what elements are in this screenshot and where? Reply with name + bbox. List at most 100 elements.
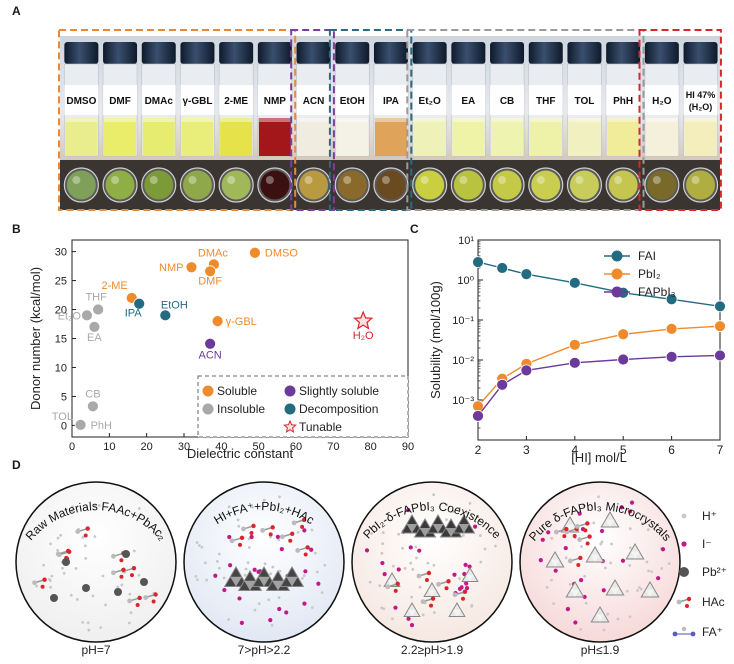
iodide-dot [463,562,468,567]
y-axis-title: Donor number (kcal/mol) [28,267,43,410]
dish-highlight [652,176,661,184]
data-point-label: NMP [159,262,183,274]
vial-liquid [297,118,330,156]
vial-liquid [452,118,485,156]
atom-o [135,602,140,607]
series-point [714,300,726,313]
proton-dot [583,574,587,578]
x-tick-label: 2 [475,443,482,457]
atom-o [461,596,466,601]
proton-dot [323,563,327,567]
iodide-dot [565,607,570,612]
x-tick-label: 30 [178,441,190,453]
vial-liquid [104,118,137,156]
proton-dot [310,528,314,532]
iodide-dot [467,564,472,569]
proton-dot [48,579,52,583]
liquid-meniscus [374,118,407,122]
atom-c [32,580,37,586]
octahedron-face [550,559,560,567]
proton-dot [194,574,198,578]
iodide-dot [540,537,545,542]
vial-liquid [258,118,291,156]
proton-dot [267,598,271,602]
proton-dot [602,628,606,632]
atom-o [585,541,590,546]
proton-dot [409,561,413,565]
data-point [88,321,101,333]
legend-label: Slightly soluble [299,384,379,398]
proton-dot [152,531,156,535]
group-dashed-box [406,29,645,211]
proton-dot [414,545,418,549]
data-point-label: EA [87,332,102,344]
dish-solution [144,170,174,200]
iodide-dot [601,588,606,593]
atom-c [143,595,149,600]
proton-dot [667,562,671,566]
vial-label-tag [683,85,718,115]
vial-liquid [220,118,253,156]
atom-c [567,558,573,564]
dish-highlight [536,176,545,184]
liquid-meniscus [104,118,137,122]
proton-dot [599,542,603,546]
octahedron-face [432,524,444,533]
proton-dot [411,568,415,571]
lead-ion [62,558,70,566]
proton-dot [421,613,425,617]
octahedron-face [570,589,580,597]
data-point-label: ACN [199,350,222,362]
iodide-dot [577,511,582,516]
series-point [496,378,509,391]
iodide-dot [393,605,398,610]
liquid-meniscus [65,118,98,122]
proton-dot [368,580,372,584]
atom-o [249,530,254,535]
legend-iodide-icon [681,541,687,547]
liquid-meniscus [452,118,485,122]
proton-dot [128,592,132,596]
vial-label-line: HI 47% [686,90,716,100]
proton-dot [262,498,266,502]
vial-liquid [491,118,524,156]
data-point-label: DMSO [265,248,298,260]
proton-dot [397,532,400,536]
vial-liquid [181,118,214,156]
proton-dot [277,596,281,599]
proton-dot [461,534,465,537]
atom-o [251,523,256,529]
atom-o [303,552,308,557]
proton-dot [647,569,650,573]
atom-o [430,596,436,601]
vial-label-tag [644,85,679,115]
dish-solution [453,170,483,200]
vial-label-tag [335,85,370,115]
proton-dot [609,561,613,565]
dish-solution [492,170,522,200]
octahedron-face [407,609,417,617]
data-point [185,261,198,274]
proton-dot [75,598,79,601]
y-tick-label: 25 [55,276,67,288]
lead-ion [140,578,148,586]
data-point [249,246,261,259]
atom-c [436,581,441,587]
proton-dot [137,573,141,577]
reaction-stage [351,481,513,643]
proton-dot [137,507,141,510]
octahedron-face [244,580,256,591]
iodide-dot [459,585,464,590]
data-point-label: CB [85,388,100,400]
iodide-dot [563,545,568,551]
octahedron-face [419,528,431,537]
proton-dot [271,565,275,569]
proton-dot [380,551,384,555]
atom-o [685,604,689,608]
iodide-dot [452,572,457,577]
iodide-dot [406,616,411,621]
proton-dot [639,587,643,591]
atom-o [395,581,400,587]
dish-highlight [459,176,468,184]
